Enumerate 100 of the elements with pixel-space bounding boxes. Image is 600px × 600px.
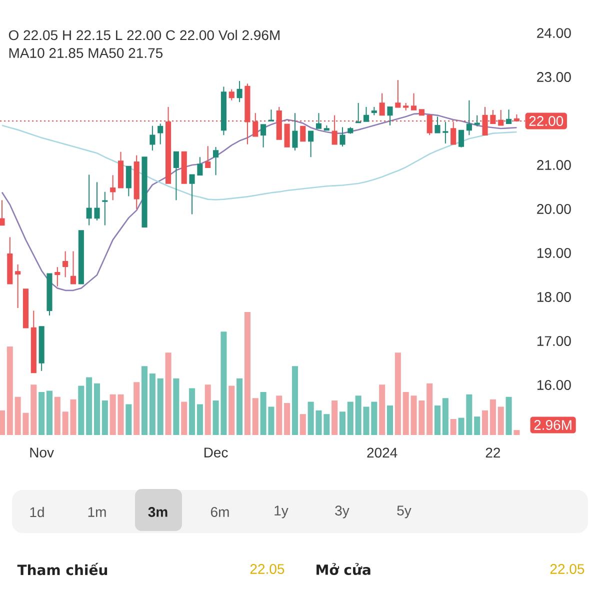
text: 3m (148, 507, 168, 517)
candlestick (292, 112, 298, 151)
ref-line-label: 22.00 (529, 116, 564, 126)
bar (38, 392, 45, 435)
bar (506, 396, 512, 435)
bar (110, 394, 116, 435)
x-tick-label: Nov (30, 448, 54, 458)
annotation: MA10 21.85 MA50 21.75 (9, 48, 163, 58)
candlestick (506, 109, 512, 124)
bar (379, 384, 386, 435)
candlestick (158, 123, 164, 145)
bar (204, 384, 211, 435)
candlestick (86, 174, 92, 226)
text: 22.05 (250, 564, 284, 574)
bar (482, 410, 488, 435)
y-tick-label: 16.00 (537, 380, 571, 390)
bar (339, 412, 346, 435)
candlestick (94, 182, 100, 221)
text: Mở cửa (316, 563, 370, 575)
bar (276, 396, 282, 435)
candlestick (340, 126, 346, 148)
candlestick (410, 92, 417, 111)
candlestick (442, 121, 448, 144)
bar (6, 346, 13, 435)
annotation: O 22.05 H 22.15 L 22.00 C 22.00 Vol 2.96M (8, 30, 280, 40)
bar (134, 382, 140, 435)
text: 2.96M (534, 420, 572, 430)
candlestick (474, 114, 480, 127)
x-tick-label: Dec (204, 448, 228, 458)
text: Tham chiếu (17, 562, 108, 576)
candlestick (197, 156, 203, 176)
candlestick (228, 88, 234, 101)
candlestick (70, 250, 76, 284)
bar (126, 404, 132, 435)
candlestick (62, 250, 68, 278)
candlestick (126, 166, 132, 197)
bar (46, 390, 53, 435)
bar (0, 410, 5, 435)
y-tick-label: 23.00 (537, 72, 571, 82)
candlestick (110, 174, 116, 201)
candlestick (363, 106, 370, 122)
candlestick (300, 126, 306, 142)
bar (118, 394, 124, 435)
bar (189, 388, 196, 435)
bar (196, 404, 203, 435)
bar (300, 414, 306, 435)
text: 1m (88, 507, 106, 517)
bar (394, 352, 401, 435)
candlestick (466, 100, 472, 136)
candlestick (356, 102, 362, 124)
candlestick (458, 130, 464, 148)
bar (284, 403, 290, 435)
candlestick (379, 92, 385, 116)
bar (54, 396, 60, 435)
candlestick (434, 116, 440, 134)
bar (149, 374, 156, 435)
bar (252, 398, 258, 435)
bar (490, 399, 496, 435)
bar (324, 414, 330, 435)
bar (94, 383, 100, 435)
text: 1y (274, 506, 288, 518)
bar (165, 352, 172, 435)
text: 3y (335, 506, 350, 518)
candlestick (150, 125, 156, 151)
y-tick-label: 19.00 (537, 248, 571, 258)
bar (474, 416, 480, 435)
bar (228, 386, 235, 435)
bar (514, 430, 520, 435)
y-tick-label: 24.00 (537, 28, 571, 38)
bar (386, 405, 394, 435)
bar (86, 377, 92, 435)
candlestick (15, 264, 21, 308)
candlestick (316, 112, 322, 129)
x-tick-label: 22 (486, 448, 500, 458)
bar (102, 400, 108, 435)
bar (244, 312, 250, 435)
bar (142, 366, 148, 435)
bar (236, 378, 243, 435)
candlestick (284, 124, 290, 148)
bar (173, 378, 180, 435)
text: 22.05 (550, 564, 584, 574)
text: 5y (397, 506, 412, 518)
bar (292, 366, 298, 435)
bar (434, 405, 441, 435)
y-tick-label: 20.00 (537, 204, 571, 214)
candlestick (102, 191, 108, 226)
bar (347, 402, 354, 435)
bar (442, 398, 448, 435)
text: 1d (30, 506, 44, 518)
bar (78, 386, 84, 435)
text: 6m (210, 507, 229, 517)
candlestick (268, 109, 274, 122)
candlestick (395, 80, 401, 108)
bar (157, 378, 164, 435)
candlestick (308, 130, 314, 158)
y-tick-label: 21.00 (537, 160, 571, 170)
candlestick (0, 200, 5, 226)
y-tick-label: 17.00 (537, 336, 571, 346)
candlestick (205, 146, 211, 168)
bar (498, 406, 504, 435)
